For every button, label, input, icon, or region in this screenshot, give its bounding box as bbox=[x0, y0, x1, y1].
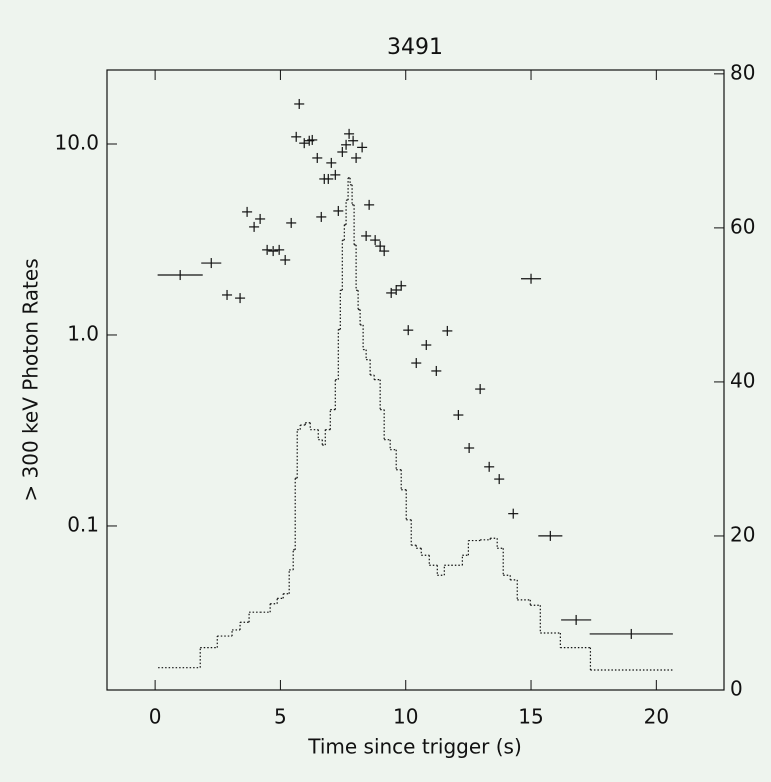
x-tick-label: 10 bbox=[393, 705, 418, 729]
y2-tick-label: 60 bbox=[730, 214, 755, 238]
y-tick-label: 0.1 bbox=[67, 512, 99, 536]
y-axis-label: > 300 keV Photon Rates bbox=[19, 258, 43, 501]
plot-frame bbox=[106, 69, 725, 691]
y2-tick-label: 40 bbox=[730, 368, 755, 392]
x-tick-label: 5 bbox=[274, 705, 287, 729]
y-tick-label: 1.0 bbox=[67, 321, 99, 345]
x-axis-label: Time since trigger (s) bbox=[307, 735, 522, 759]
y2-tick-label: 0 bbox=[730, 677, 743, 701]
x-tick-label: 15 bbox=[518, 705, 543, 729]
y2-tick-label: 80 bbox=[730, 60, 755, 84]
x-tick-label: 20 bbox=[644, 705, 669, 729]
chart-title: 3491 bbox=[387, 35, 443, 60]
x-tick-label: 0 bbox=[149, 705, 162, 729]
y-tick-label: 10.0 bbox=[54, 130, 99, 154]
y2-tick-label: 20 bbox=[730, 522, 755, 546]
